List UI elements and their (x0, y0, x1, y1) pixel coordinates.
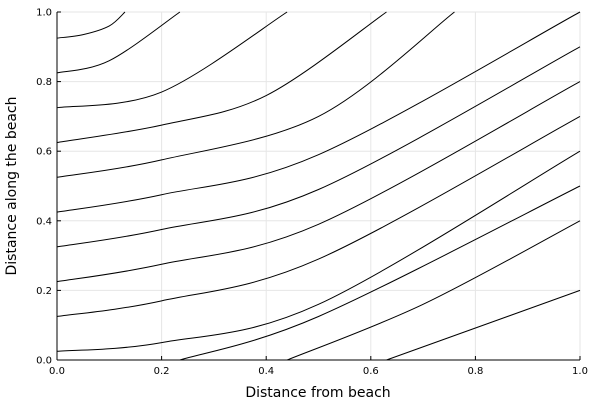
series-line (286, 220, 581, 361)
x-tick-label: 1.0 (572, 366, 588, 377)
series-line (56, 11, 455, 178)
x-tick-label: 0.0 (49, 366, 65, 377)
y-tick-label: 0.2 (36, 286, 52, 297)
y-tick-label: 0.6 (36, 147, 52, 158)
series-line (56, 11, 181, 74)
series-line (56, 11, 581, 213)
x-tick-label: 0.2 (154, 366, 170, 377)
x-axis-title: Distance from beach (245, 385, 390, 400)
series-line (56, 81, 581, 283)
series-line (56, 11, 387, 143)
y-tick-label: 1.0 (36, 8, 52, 19)
series-line (56, 11, 126, 39)
x-tick-label: 0.4 (258, 366, 274, 377)
y-tick-label: 0.4 (36, 216, 52, 227)
series-line (386, 289, 581, 361)
series-line (56, 115, 581, 317)
series-line (56, 46, 581, 248)
axes (56, 12, 580, 361)
y-tick-label: 0.8 (36, 77, 52, 88)
series-line (56, 150, 581, 352)
x-tick-label: 0.6 (363, 366, 379, 377)
plot-area (56, 11, 581, 361)
series-line (179, 185, 581, 361)
x-ticks: 0.0 0.2 0.4 0.6 0.8 1.0 (49, 356, 588, 377)
series-line (56, 11, 288, 109)
x-tick-label: 0.8 (467, 366, 483, 377)
y-ticks: 0.0 0.2 0.4 0.6 0.8 1.0 (36, 8, 61, 367)
grid (56, 11, 581, 361)
y-axis-title: Distance along the beach (4, 97, 20, 276)
y-tick-label: 0.0 (36, 356, 52, 367)
